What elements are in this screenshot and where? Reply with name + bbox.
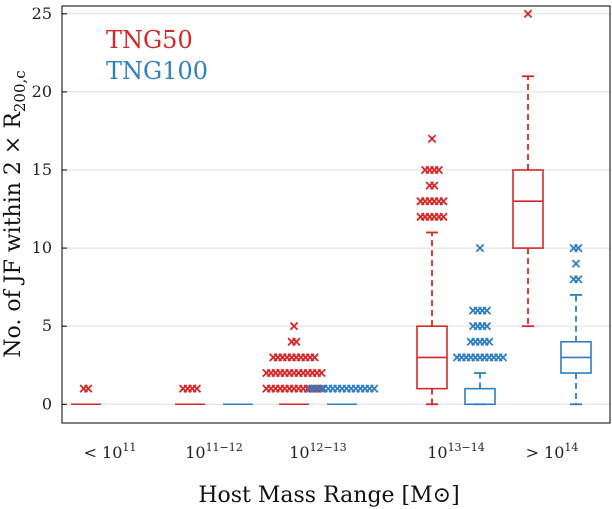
x-tick-label-base: 10 <box>185 443 205 462</box>
y-axis-title-subscript: 200,c <box>11 70 29 112</box>
outlier-marker-stroke <box>369 384 379 393</box>
outlier-marker-stroke <box>574 275 583 284</box>
box-tng100 <box>560 243 592 406</box>
outlier-marker-stroke <box>289 321 299 331</box>
outlier-marker-stroke <box>439 196 448 206</box>
y-axis-title-main: No. of JF within 2 × R <box>1 111 26 358</box>
legend: TNG50 TNG100 <box>106 26 208 85</box>
outlier-marker-stroke <box>434 165 444 175</box>
outlier-marker-stroke <box>574 243 583 253</box>
outlier-point <box>317 384 326 393</box>
outlier-point <box>475 243 485 253</box>
outlier-point <box>498 353 508 362</box>
outlier-marker-stroke <box>484 337 494 347</box>
box-tng50 <box>71 384 101 406</box>
x-axis-title: Host Mass Range [M⊙] <box>198 483 459 508</box>
outlier-marker-stroke <box>523 9 533 19</box>
outlier-point <box>439 212 448 222</box>
outlier-point <box>434 165 444 175</box>
outlier-point <box>574 275 583 284</box>
y-tick-label: 5 <box>42 316 52 335</box>
outlier-marker-stroke <box>439 212 448 222</box>
outlier-marker-stroke <box>571 259 581 268</box>
x-tick-label-superscript: 14 <box>564 441 578 454</box>
x-tick-label-base: > 10 <box>526 443 565 462</box>
x-tick-label: > 1014 <box>526 441 579 462</box>
box-tng100 <box>305 384 379 406</box>
legend-entry-tng50: TNG50 <box>106 26 193 54</box>
plot-frame <box>61 5 611 424</box>
y-tick-label: 10 <box>32 238 52 257</box>
outlier-marker-stroke <box>292 337 301 347</box>
x-tick-label: < 1011 <box>84 441 137 462</box>
outlier-marker-stroke <box>430 181 439 190</box>
y-tick-label: 20 <box>32 82 52 101</box>
outlier-point <box>310 353 319 362</box>
box-tng50 <box>512 9 544 328</box>
outlier-marker-stroke <box>317 384 326 393</box>
box-layer <box>71 9 592 406</box>
box-tng50 <box>175 384 205 406</box>
outlier-point <box>292 337 301 347</box>
outlier-marker-stroke <box>475 243 485 253</box>
y-axis-title: No. of JF within 2 × R200,c <box>1 70 29 357</box>
outlier-point <box>430 181 439 190</box>
outlier-point <box>289 321 299 331</box>
x-tick-label: 1012−13 <box>289 441 347 462</box>
outlier-point <box>523 9 533 19</box>
y-tick-label: 0 <box>42 394 52 413</box>
x-tick-label-superscript: 13−14 <box>448 441 485 454</box>
y-axis-title-group: No. of JF within 2 × R200,c <box>1 70 29 357</box>
outlier-point <box>571 259 581 268</box>
outlier-point <box>484 337 494 347</box>
outlier-point <box>439 196 448 206</box>
outlier-marker-stroke <box>310 353 319 362</box>
box-tng50 <box>416 134 448 406</box>
legend-entry-tng100: TNG100 <box>106 57 208 85</box>
outlier-marker-stroke <box>84 384 93 393</box>
grid-layer <box>62 13 610 405</box>
x-tick-label-superscript: 12−13 <box>310 441 347 454</box>
outlier-marker-stroke <box>482 306 492 315</box>
box-tng100 <box>452 243 508 406</box>
x-tick-label-base: < 10 <box>84 443 123 462</box>
x-tick-label-superscript: 11 <box>122 441 136 454</box>
outlier-point <box>192 384 202 393</box>
y-tick-label: 25 <box>32 4 52 23</box>
y-tick-label: 15 <box>32 160 52 179</box>
outlier-point <box>482 306 492 315</box>
outlier-point <box>574 243 583 253</box>
box-body <box>512 169 544 249</box>
x-tick-label-superscript: 11−12 <box>206 441 243 454</box>
outlier-point <box>317 368 326 378</box>
outlier-point <box>482 321 492 331</box>
outlier-marker-stroke <box>498 353 508 362</box>
outlier-marker-stroke <box>482 321 492 331</box>
outlier-point <box>84 384 93 393</box>
outlier-point <box>427 134 437 143</box>
x-tick-label: 1013−14 <box>427 441 485 462</box>
outlier-marker-stroke <box>317 368 326 378</box>
x-tick-label-base: 10 <box>289 443 309 462</box>
outlier-point <box>369 384 379 393</box>
outlier-marker-stroke <box>192 384 202 393</box>
x-tick-label: 1011−12 <box>185 441 243 462</box>
box-body <box>464 387 496 406</box>
x-tick-label-base: 10 <box>427 443 447 462</box>
box-tng50 <box>262 321 326 406</box>
outlier-marker-stroke <box>427 134 437 143</box>
